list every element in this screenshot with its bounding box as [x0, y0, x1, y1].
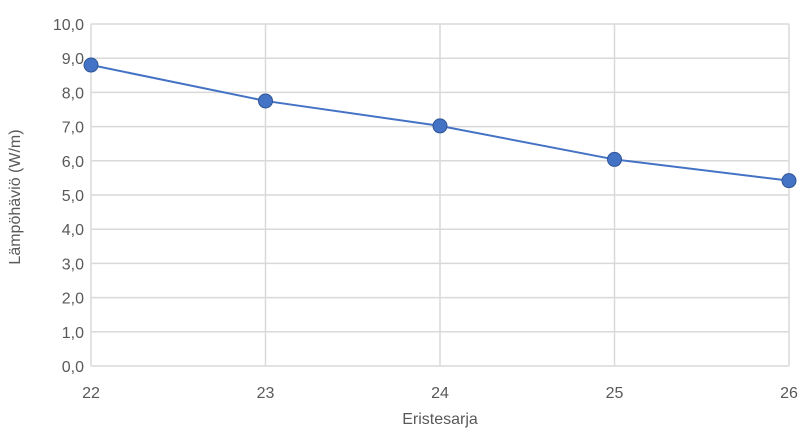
y-tick-label: 9,0 [62, 51, 84, 68]
y-tick-label: 8,0 [62, 85, 84, 102]
data-point [781, 173, 797, 189]
y-tick-label: 5,0 [62, 188, 84, 205]
x-tick-label: 25 [606, 385, 624, 402]
x-tick-label: 23 [257, 385, 275, 402]
y-tick-label: 10,0 [53, 17, 84, 34]
x-tick-label: 24 [431, 385, 449, 402]
x-tick-label: 26 [780, 385, 798, 402]
y-tick-label: 2,0 [62, 291, 84, 308]
y-tick-label: 3,0 [62, 256, 84, 273]
series-layer [83, 57, 797, 189]
y-tick-label: 1,0 [62, 325, 84, 342]
y-axis-ticks: 0,0 1,0 2,0 3,0 4,0 5,0 6,0 7,0 8,0 9,0 10,0 [53, 17, 84, 376]
y-tick-label: 7,0 [62, 120, 84, 137]
x-axis-ticks: 22 23 24 25 26 [82, 385, 798, 402]
y-tick-label: 4,0 [62, 222, 84, 239]
data-point [432, 118, 448, 134]
y-tick-label: 0,0 [62, 359, 84, 376]
data-point [607, 151, 622, 167]
data-point [83, 57, 99, 73]
y-axis-title: Lämpöhäviö (W/m) [7, 129, 24, 264]
data-point [258, 93, 273, 109]
y-tick-label: 6,0 [62, 154, 84, 171]
grid-layer [90, 23, 790, 367]
x-tick-label: 22 [82, 385, 100, 402]
x-axis-title: Eristesarja [402, 411, 478, 428]
